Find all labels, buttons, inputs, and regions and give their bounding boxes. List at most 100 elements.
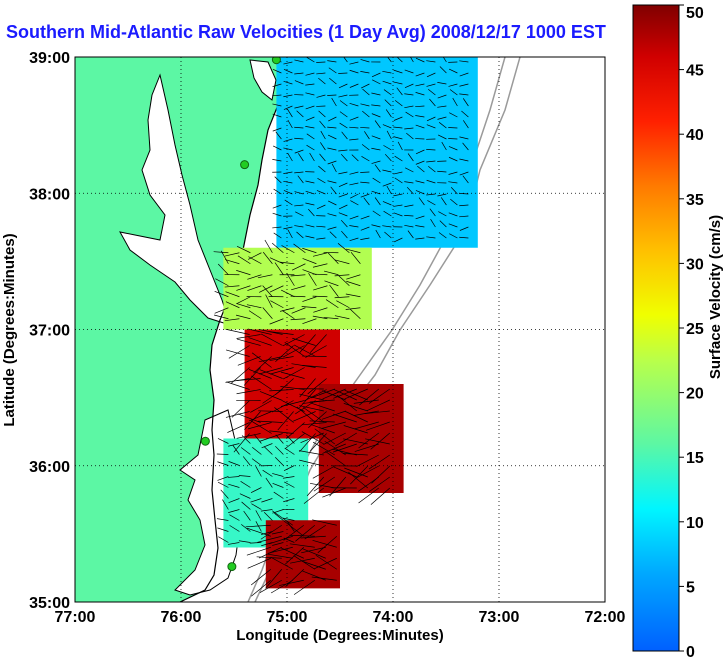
velocity-arrow bbox=[459, 204, 469, 207]
velocity-arrow bbox=[261, 498, 273, 503]
velocity-arrow bbox=[356, 465, 379, 479]
velocity-arrow bbox=[303, 487, 325, 504]
velocity-arrow bbox=[327, 200, 337, 206]
velocity-arrow bbox=[415, 92, 425, 96]
velocity-arrow bbox=[437, 105, 447, 108]
velocity-arrow bbox=[350, 465, 369, 485]
colorbar bbox=[632, 4, 680, 652]
velocity-arrow bbox=[228, 483, 240, 488]
velocity-arrow bbox=[333, 466, 357, 478]
velocity-arrow bbox=[291, 263, 306, 271]
velocity-arrow bbox=[241, 501, 251, 510]
velocity-arrow bbox=[289, 534, 315, 537]
velocity-arrow bbox=[360, 193, 370, 198]
velocity-arrow bbox=[328, 67, 337, 74]
velocity-arrow bbox=[339, 111, 348, 118]
velocity-arrow bbox=[272, 103, 282, 107]
velocity-arrow bbox=[404, 204, 414, 208]
velocity-arrow bbox=[236, 334, 261, 339]
velocity-arrow bbox=[374, 120, 381, 129]
velocity-arrow bbox=[310, 424, 335, 434]
velocity-arrow bbox=[345, 248, 361, 254]
velocity-arrow bbox=[340, 219, 348, 228]
velocity-arrow bbox=[269, 285, 284, 293]
velocity-arrow bbox=[305, 116, 315, 121]
velocity-arrow bbox=[236, 338, 261, 346]
velocity-arrow bbox=[312, 263, 328, 268]
velocity-arrow bbox=[286, 422, 305, 439]
velocity-arrow bbox=[448, 181, 458, 184]
velocity-arrow bbox=[349, 116, 359, 121]
velocity-arrow bbox=[296, 110, 304, 118]
velocity-arrow bbox=[246, 546, 271, 556]
colorbar-tick-label: 35 bbox=[686, 192, 704, 209]
velocity-arrow bbox=[236, 389, 261, 395]
velocity-arrow bbox=[299, 389, 316, 408]
velocity-arrow bbox=[302, 570, 326, 581]
velocity-arrow bbox=[305, 190, 315, 195]
velocity-arrow bbox=[371, 224, 381, 228]
velocity-arrow bbox=[448, 138, 458, 140]
velocity-arrow bbox=[327, 147, 337, 151]
velocity-arrow bbox=[462, 175, 469, 184]
velocity-arrow bbox=[274, 512, 284, 521]
velocity-arrow bbox=[437, 82, 447, 85]
velocity-arrow bbox=[295, 211, 304, 217]
velocity-arrow bbox=[283, 180, 293, 184]
velocity-arrow bbox=[334, 315, 350, 320]
velocity-arrow bbox=[260, 509, 273, 512]
velocity-arrow bbox=[270, 300, 284, 309]
velocity-arrow bbox=[415, 83, 425, 87]
velocity-arrow bbox=[313, 307, 328, 313]
x-tick-label: 76:00 bbox=[161, 609, 202, 626]
velocity-arrow bbox=[250, 487, 262, 493]
x-tick-label: 72:00 bbox=[585, 609, 626, 626]
velocity-arrow bbox=[372, 177, 381, 184]
velocity-arrow bbox=[252, 447, 262, 455]
velocity-arrow bbox=[283, 520, 305, 537]
velocity-arrow bbox=[372, 210, 381, 217]
velocity-arrow bbox=[251, 503, 262, 510]
velocity-arrow bbox=[312, 465, 335, 479]
velocity-arrow bbox=[448, 146, 458, 151]
velocity-arrow bbox=[382, 169, 392, 173]
velocity-arrow bbox=[269, 430, 294, 434]
velocity-arrow bbox=[440, 197, 447, 206]
velocity-arrow bbox=[302, 258, 317, 265]
velocity-arrow bbox=[284, 199, 293, 206]
velocity-arrow bbox=[327, 60, 337, 63]
velocity-arrow bbox=[459, 72, 469, 77]
velocity-arrow bbox=[227, 542, 240, 545]
velocity-arrow bbox=[236, 303, 251, 309]
velocity-arrow bbox=[253, 356, 272, 374]
velocity-arrow bbox=[322, 388, 346, 400]
velocity-arrow bbox=[449, 89, 458, 96]
velocity-arrow bbox=[327, 160, 337, 165]
velocity-arrow bbox=[258, 356, 283, 363]
velocity-arrow bbox=[214, 290, 229, 298]
velocity-arrow bbox=[305, 72, 315, 76]
velocity-arrow bbox=[227, 422, 250, 433]
y-tick-label: 39:00 bbox=[29, 50, 70, 67]
velocity-arrow bbox=[437, 134, 447, 140]
velocity-arrow bbox=[299, 433, 316, 453]
velocity-arrow bbox=[236, 270, 251, 276]
velocity-arrow bbox=[349, 102, 359, 107]
velocity-arrow bbox=[312, 519, 337, 526]
velocity-arrow bbox=[225, 259, 240, 265]
velocity-arrow bbox=[294, 137, 304, 140]
velocity-arrow bbox=[320, 130, 326, 140]
velocity-arrow bbox=[404, 69, 414, 74]
velocity-arrow bbox=[439, 220, 447, 228]
velocity-arrow bbox=[274, 407, 294, 423]
velocity-arrow bbox=[404, 127, 414, 130]
velocity-arrow bbox=[384, 231, 392, 239]
velocity-arrow bbox=[224, 318, 240, 322]
velocity-arrow bbox=[282, 517, 295, 521]
velocity-arrow bbox=[260, 524, 282, 540]
velocity-arrow bbox=[370, 487, 391, 505]
velocity-arrow bbox=[265, 569, 283, 589]
velocity-arrow bbox=[426, 236, 436, 239]
velocity-arrow bbox=[243, 510, 251, 521]
velocity-arrow bbox=[306, 57, 315, 63]
